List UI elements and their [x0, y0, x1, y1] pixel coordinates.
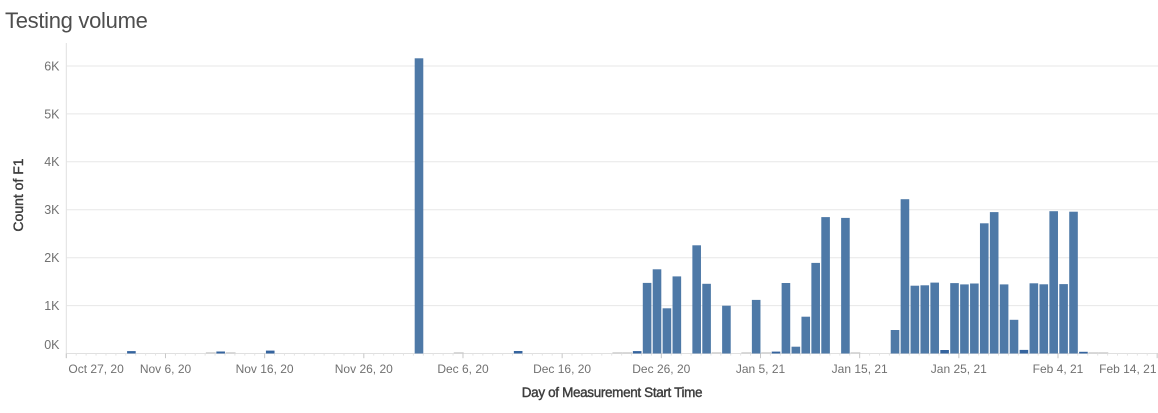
svg-text:Jan 25, 21: Jan 25, 21	[931, 362, 987, 376]
svg-text:1K: 1K	[44, 299, 60, 313]
svg-text:Testing volume: Testing volume	[5, 8, 148, 33]
svg-text:2K: 2K	[44, 251, 60, 265]
svg-text:Nov 6, 20: Nov 6, 20	[140, 362, 192, 376]
svg-text:Jan 15, 21: Jan 15, 21	[832, 362, 888, 376]
svg-text:Oct 27, 20: Oct 27, 20	[68, 362, 124, 376]
svg-text:Dec 6, 20: Dec 6, 20	[437, 362, 489, 376]
svg-text:Nov 26, 20: Nov 26, 20	[335, 362, 393, 376]
svg-text:0K: 0K	[44, 338, 60, 352]
svg-text:Feb 14, 21: Feb 14, 21	[1099, 362, 1157, 376]
svg-text:Feb 4, 21: Feb 4, 21	[1033, 362, 1084, 376]
svg-text:Dec 26, 20: Dec 26, 20	[632, 362, 690, 376]
svg-text:Nov 16, 20: Nov 16, 20	[236, 362, 294, 376]
svg-text:4K: 4K	[44, 155, 60, 169]
svg-text:Count of F1: Count of F1	[10, 158, 26, 231]
svg-text:Dec 16, 20: Dec 16, 20	[533, 362, 591, 376]
svg-text:5K: 5K	[44, 107, 60, 121]
svg-text:6K: 6K	[44, 59, 60, 73]
svg-text:3K: 3K	[44, 203, 60, 217]
svg-text:Jan 5, 21: Jan 5, 21	[736, 362, 786, 376]
svg-text:Day of Measurement Start Time: Day of Measurement Start Time	[522, 385, 702, 400]
